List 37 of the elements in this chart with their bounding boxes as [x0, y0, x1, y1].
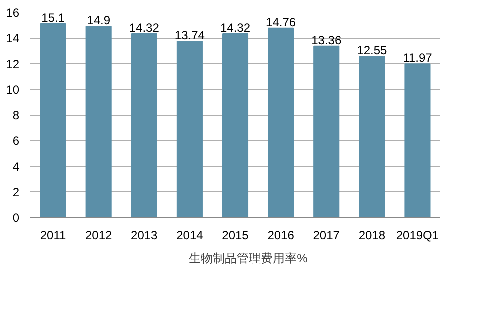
x-tick-label: 2014 [176, 228, 204, 242]
bar [314, 46, 340, 218]
bar [359, 56, 386, 218]
bar [404, 64, 431, 218]
x-tick-label: 2012 [85, 228, 113, 242]
text: 生物制品管理费用率% [189, 250, 308, 268]
x-tick-label: 2019Q1 [396, 228, 440, 242]
bar [40, 24, 66, 218]
bar [268, 28, 294, 218]
y-tick-label: 12 [6, 57, 20, 72]
data-label: 14.32 [220, 21, 251, 36]
y-tick-label: 14 [6, 32, 20, 46]
y-tick-label: 16 [6, 6, 20, 20]
data-label: 14.32 [129, 21, 160, 36]
bar [131, 34, 158, 218]
bar [176, 40, 203, 218]
bar [222, 34, 249, 218]
data-label: 15.1 [42, 11, 66, 26]
x-tick-label: 2013 [131, 228, 158, 242]
x-tick-label: 2016 [268, 228, 295, 242]
bar [86, 26, 112, 218]
x-tick-label: 2011 [40, 228, 67, 242]
data-label: 13.74 [174, 28, 206, 42]
y-tick-label: 10 [6, 82, 20, 97]
y-tick-label: 8 [12, 108, 20, 122]
y-tick-label: 2 [12, 185, 20, 200]
data-label: 14.9 [87, 14, 111, 28]
data-label: 11.97 [403, 51, 433, 66]
data-label: 12.55 [357, 44, 388, 58]
x-tick-label: 2015 [222, 228, 250, 242]
data-label: 13.36 [312, 33, 342, 48]
x-tick-label: 2018 [358, 228, 386, 242]
y-tick-label: 0 [12, 211, 20, 225]
x-tick-label: 2017 [313, 228, 340, 242]
y-tick-label: 6 [12, 134, 20, 148]
data-label: 14.76 [266, 15, 296, 30]
y-tick-label: 4 [12, 160, 20, 174]
